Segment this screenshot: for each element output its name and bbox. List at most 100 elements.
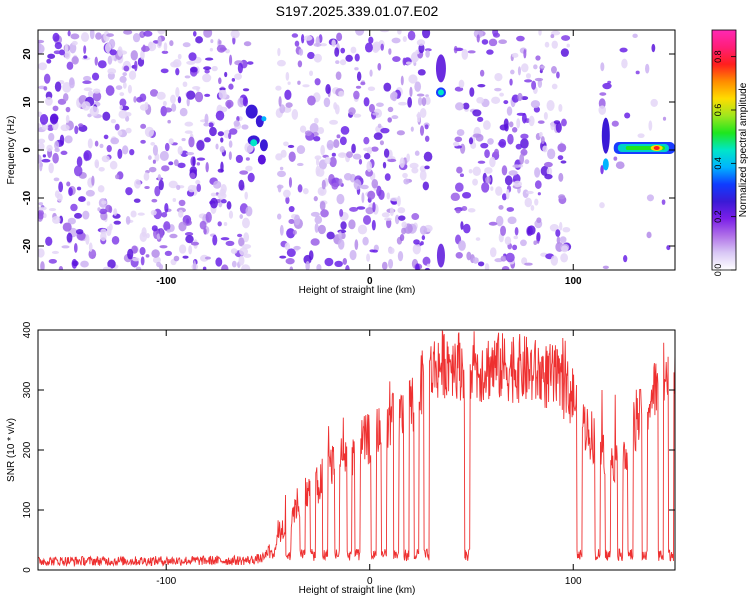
spectrogram-cell — [48, 132, 55, 142]
spectrogram-cell — [213, 180, 222, 189]
spectrogram-cell — [228, 140, 233, 148]
spectrogram-cell — [613, 156, 618, 161]
spectrogram-cell — [196, 87, 200, 92]
spectrogram-cell — [123, 30, 133, 35]
spectrogram-cell — [275, 153, 283, 161]
spectrogram-cell — [243, 41, 252, 47]
spectrogram-cell — [491, 96, 501, 104]
spectrogram-cell — [558, 172, 564, 182]
spectrogram-cell — [467, 50, 476, 54]
spectrogram-cell — [203, 66, 212, 71]
spectrogram-cell — [337, 239, 345, 250]
spectrogram-cell — [132, 257, 140, 262]
spectrogram-cell — [479, 69, 485, 77]
spectrogram-cell — [78, 196, 86, 203]
spectrogram-cell — [421, 235, 426, 241]
spectrogram-streak — [436, 243, 445, 268]
spectrogram-cell — [276, 170, 287, 178]
spectrogram-cell — [129, 148, 135, 156]
spectrogram-cell — [424, 96, 431, 105]
spectrogram-cell — [91, 175, 95, 186]
spectrogram-cell — [416, 39, 426, 46]
spectrogram-cell — [313, 42, 322, 47]
spectrogram-cell — [501, 266, 510, 270]
spectrogram-cell — [221, 264, 229, 270]
spectrogram-cell — [105, 85, 115, 96]
spectrogram-cell — [218, 77, 222, 85]
spectrogram-cell — [513, 180, 523, 188]
spectrogram-cell — [546, 167, 553, 176]
spectrogram-cell — [538, 30, 542, 36]
spectrogram-cell — [196, 183, 202, 193]
spectrogram-cell — [467, 208, 476, 213]
spectrogram-cell — [371, 219, 376, 231]
spectrogram-cell — [68, 187, 73, 197]
spectrogram-cell — [279, 224, 284, 236]
spectrogram-cell — [179, 107, 188, 117]
spectrogram-cell — [557, 143, 567, 153]
spectrogram-cell — [365, 169, 374, 177]
spectrogram-cell — [623, 255, 628, 263]
spectrogram-cell — [492, 32, 501, 38]
snr-xtick-label: 100 — [565, 576, 582, 587]
spectrogram-cell — [74, 125, 79, 135]
spectrogram-cell — [178, 244, 187, 254]
snr-plot-area — [38, 330, 675, 568]
spectrogram-cell — [230, 248, 238, 254]
spectrogram-cell — [398, 101, 408, 106]
spectrogram-ytick-label: 0 — [22, 147, 33, 153]
spectrogram-cell — [418, 43, 425, 54]
spectrogram-heatmap — [38, 30, 675, 270]
spectrogram-cell — [211, 65, 218, 72]
spectrogram-cell — [231, 77, 236, 82]
spectrogram-cell — [205, 162, 209, 173]
spectrogram-cell — [340, 126, 350, 135]
spectrogram-cell — [101, 200, 107, 205]
spectrogram-cell — [234, 73, 242, 80]
spectrogram-cell — [38, 43, 45, 54]
spectrogram-cell — [396, 195, 401, 207]
spectrogram-cell — [158, 179, 164, 191]
spectrogram-cell — [246, 61, 254, 65]
spectrogram-cell — [91, 72, 100, 81]
spectrogram-cell — [520, 63, 529, 73]
spectrogram-cell — [117, 130, 123, 136]
spectrogram-cell — [557, 155, 564, 161]
spectrogram-cell — [287, 81, 291, 85]
spectrogram-cell — [151, 249, 160, 258]
spectrogram-cell — [65, 106, 71, 113]
spectrogram-cell — [73, 242, 78, 253]
spectrogram-cell — [533, 240, 538, 246]
spectrogram-cell — [149, 89, 159, 97]
spectrogram-cell — [184, 75, 191, 79]
spectrogram-cell — [168, 138, 174, 145]
spectrogram-cell — [320, 209, 329, 218]
spectrogram-cell — [356, 71, 362, 82]
spectrogram-cell — [158, 264, 164, 270]
spectrogram-cell — [196, 157, 206, 161]
chart-title: S197.2025.339.01.07.E02 — [276, 3, 439, 19]
spectrogram-cell — [83, 87, 93, 92]
spectrogram-cell — [50, 113, 59, 124]
spectrogram-band — [653, 146, 660, 150]
snr-ytick-label: 200 — [22, 441, 33, 458]
snr-axes: -100 0 100 0 100 200 300 400 — [22, 321, 675, 587]
spectrogram-cell — [157, 174, 162, 181]
spectrogram-cell — [367, 86, 376, 91]
spectrogram-cell — [130, 210, 137, 218]
spectrogram-cell — [459, 173, 465, 178]
spectrogram-cell — [288, 205, 295, 213]
spectrogram-cell — [297, 184, 303, 193]
spectrogram-cell — [391, 37, 401, 44]
spectrogram-cell — [103, 134, 109, 140]
spectrogram-cell — [94, 140, 99, 147]
spectrogram-cell — [500, 225, 507, 237]
spectrogram-cell — [107, 55, 113, 65]
spectrogram-cell — [661, 199, 666, 205]
spectrogram-cell — [163, 107, 173, 113]
spectrogram-cell — [364, 42, 373, 53]
spectrogram-cell — [185, 235, 194, 244]
spectrogram-cell — [242, 217, 250, 229]
spectrogram-cell — [488, 221, 498, 226]
spectrogram-cell — [83, 55, 88, 59]
